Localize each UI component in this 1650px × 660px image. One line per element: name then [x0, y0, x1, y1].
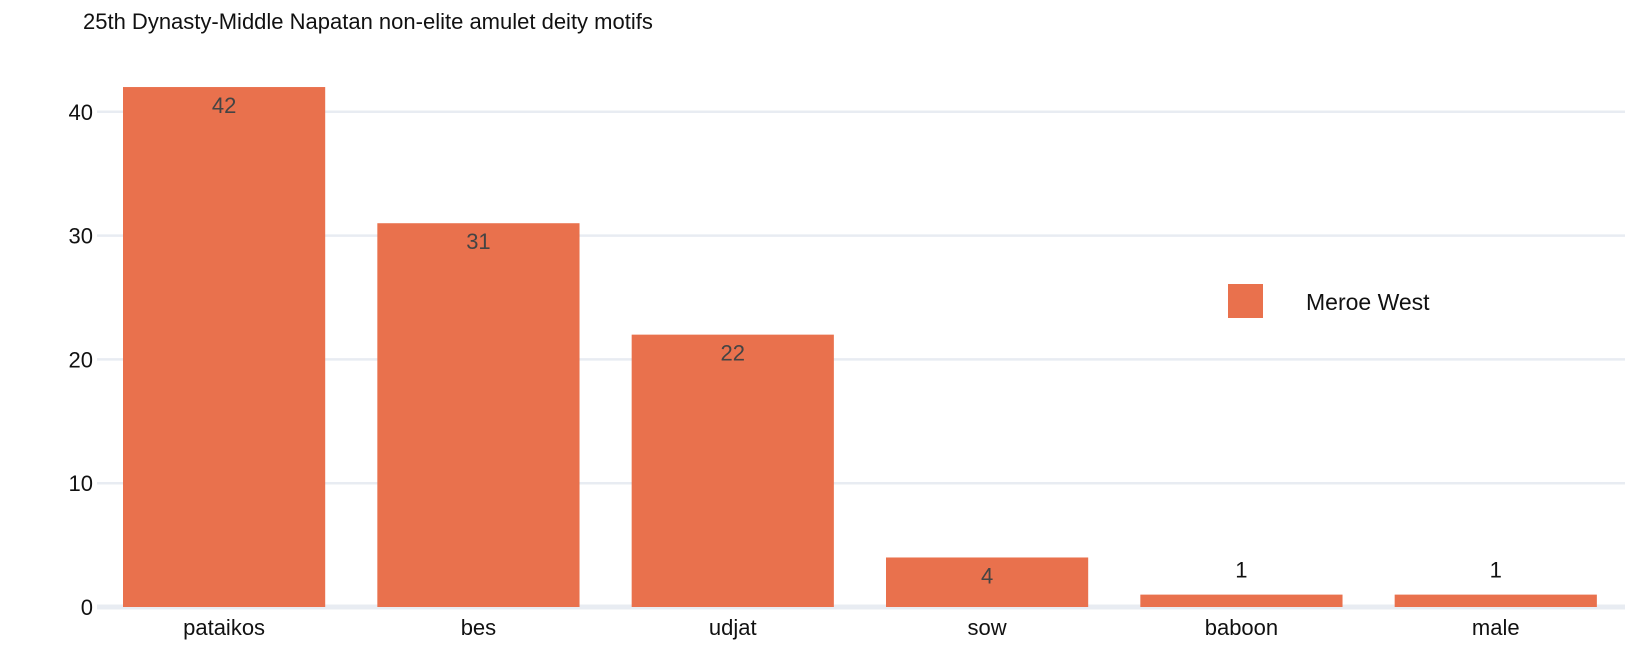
x-tick-label: male	[1472, 615, 1520, 640]
x-tick-label: bes	[461, 615, 496, 640]
bar-male[interactable]	[1394, 594, 1597, 607]
x-tick-label: udjat	[709, 615, 757, 640]
legend[interactable]: Meroe West	[1228, 284, 1430, 318]
y-tick-label: 40	[69, 100, 93, 125]
bar-bes[interactable]	[377, 223, 580, 607]
y-tick-label: 30	[69, 224, 93, 249]
bar-pataikos[interactable]	[123, 87, 326, 608]
y-tick-label: 0	[81, 595, 93, 620]
bar-value-label: 1	[1235, 558, 1247, 583]
x-tick-label: baboon	[1205, 615, 1278, 640]
bar-value-label: 31	[466, 229, 490, 254]
y-tick-label: 20	[69, 347, 93, 372]
bar-value-label: 4	[981, 563, 993, 588]
gridlines	[97, 110, 1625, 610]
x-tick-label: sow	[968, 615, 1007, 640]
bar-udjat[interactable]	[631, 334, 834, 607]
bar-value-label: 42	[212, 93, 236, 118]
y-tick-label: 10	[69, 471, 93, 496]
legend-label-meroe-west: Meroe West	[1306, 289, 1430, 315]
bar-baboon[interactable]	[1140, 594, 1343, 607]
y-axis-ticks: 0 10 20 30 40	[69, 100, 93, 620]
bars	[123, 87, 1597, 608]
legend-swatch	[1228, 284, 1263, 318]
chart-title: 25th Dynasty-Middle Napatan non-elite am…	[83, 9, 653, 34]
bar-value-label: 22	[721, 341, 745, 366]
bar-sow[interactable]	[886, 557, 1089, 607]
bar-labels: 42 31 22 4 1 1	[212, 93, 1502, 588]
bar-value-label: 1	[1490, 558, 1502, 583]
x-axis-ticks: pataikos bes udjat sow baboon male	[183, 615, 1519, 640]
x-tick-label: pataikos	[183, 615, 265, 640]
